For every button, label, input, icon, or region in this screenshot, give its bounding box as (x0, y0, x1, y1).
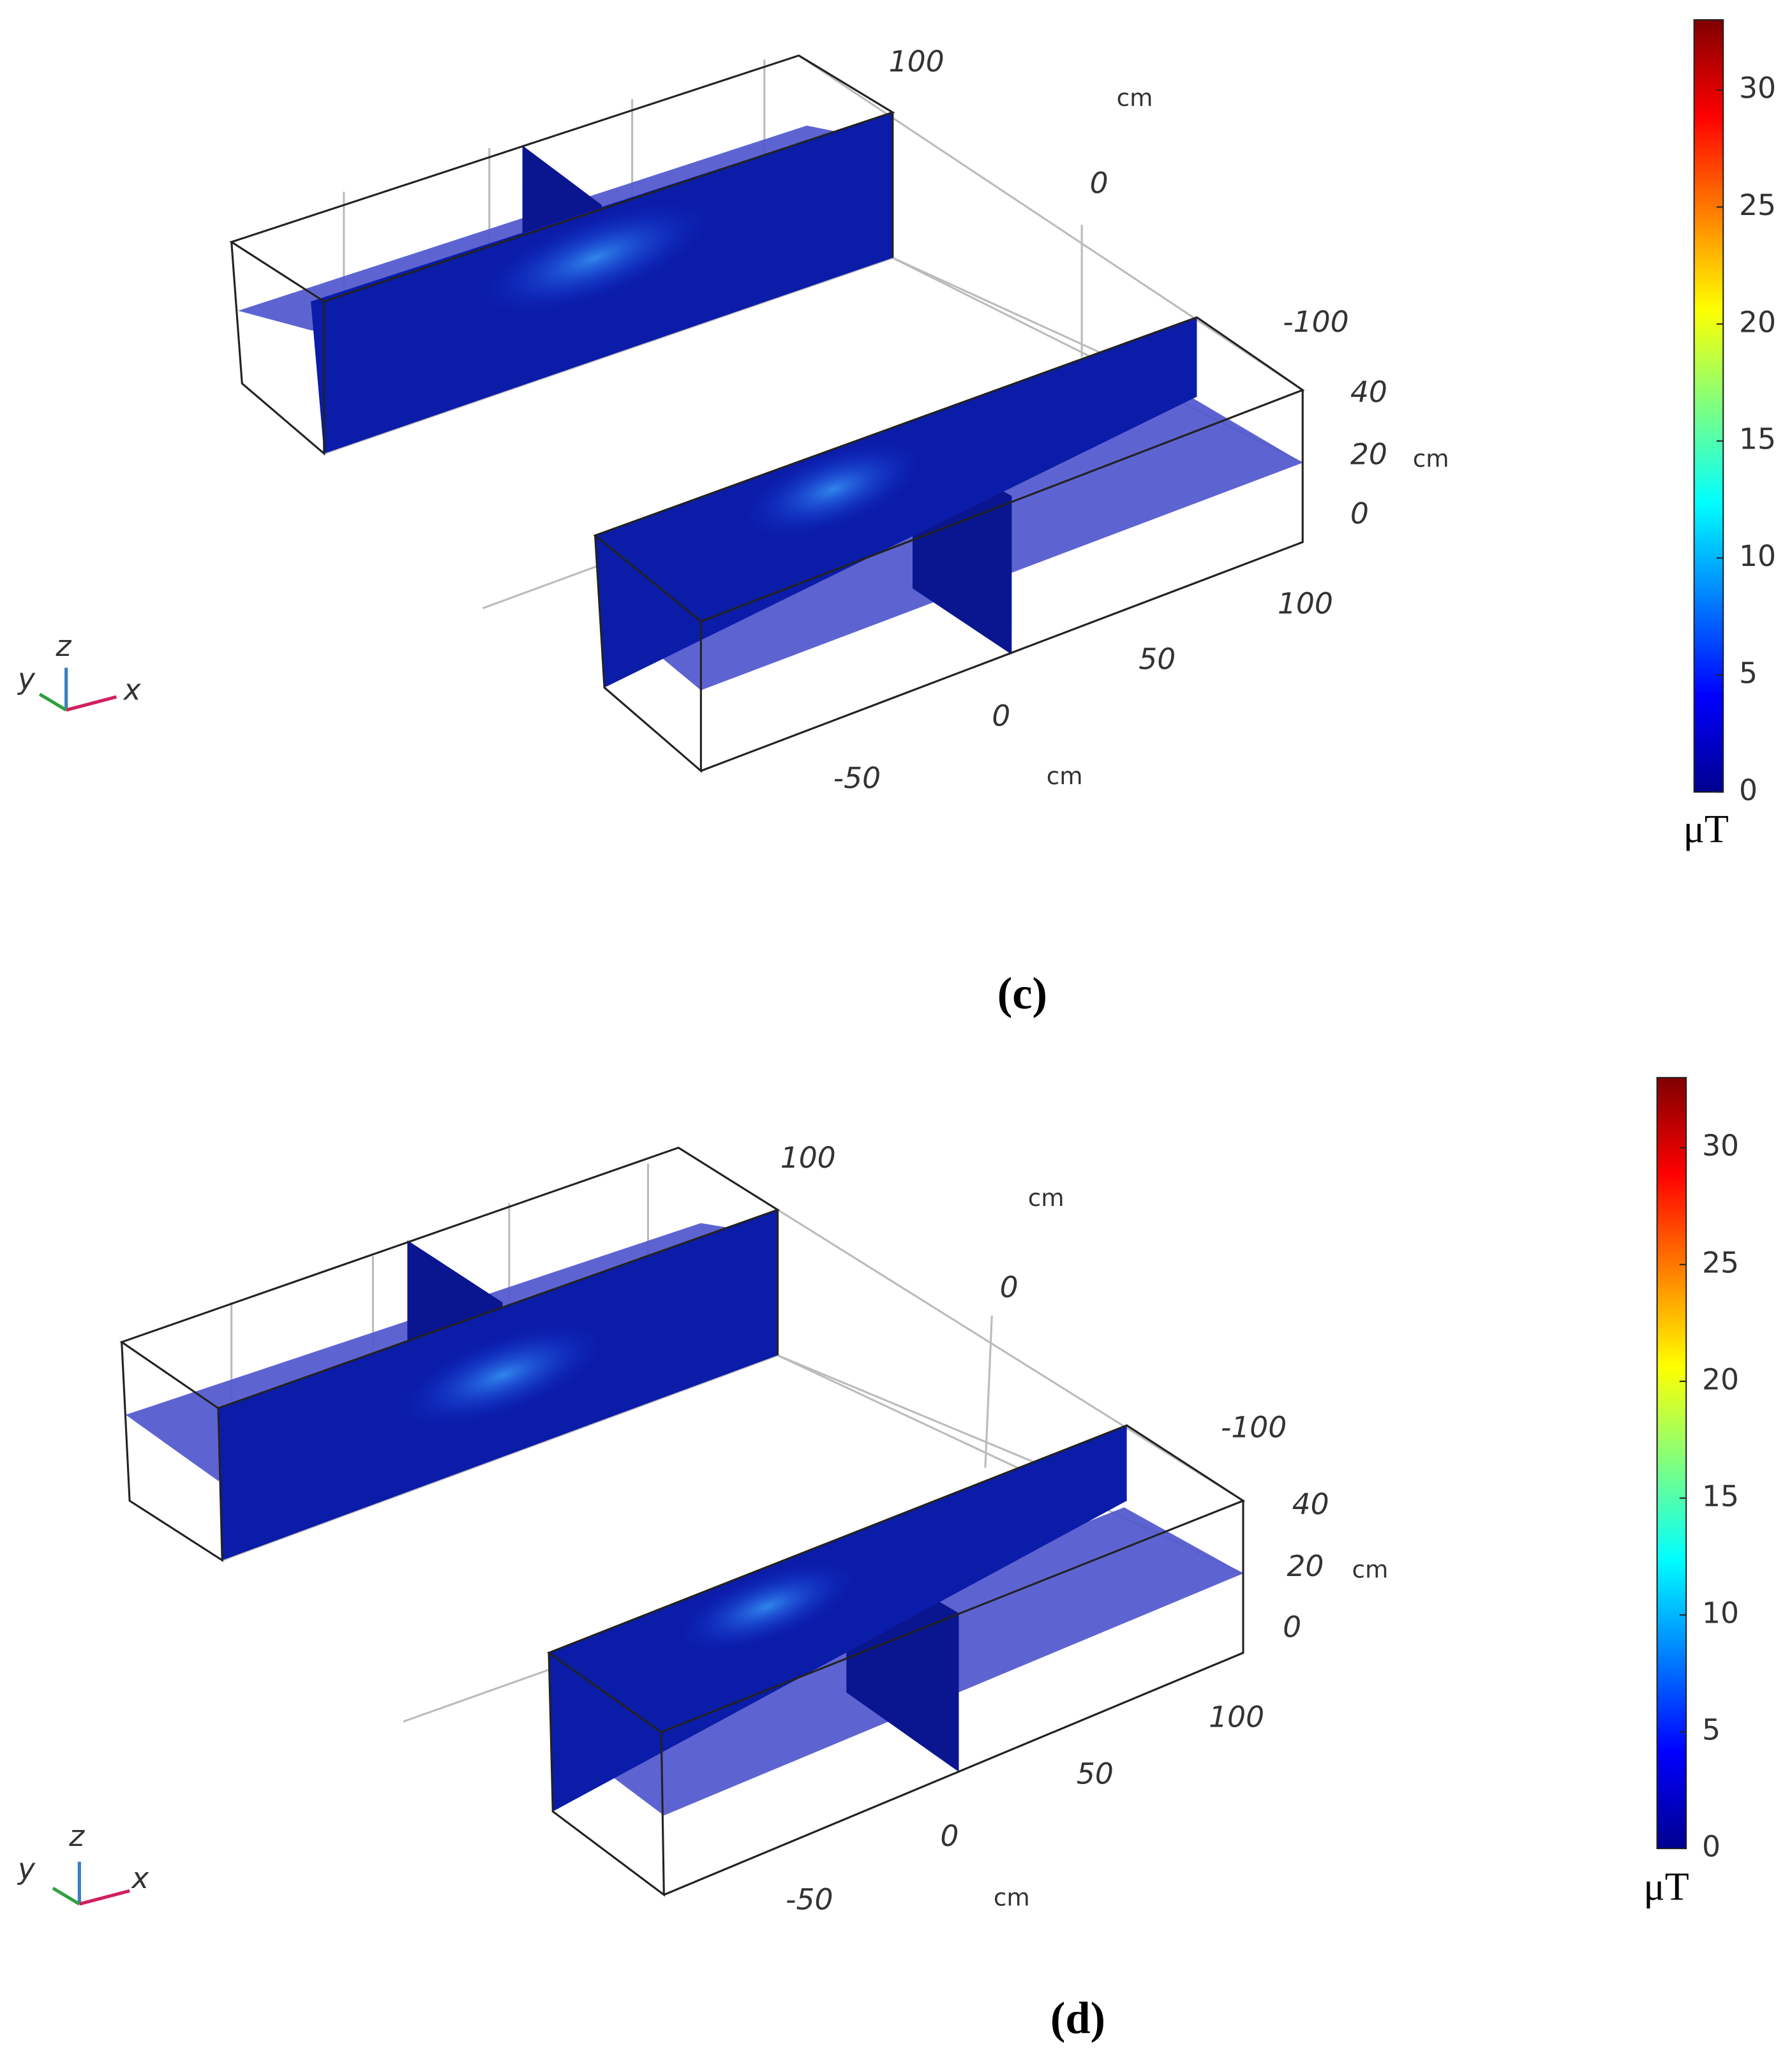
z-axis-unit: cm (1352, 1555, 1388, 1583)
colorbar-tick-label: 25 (1702, 1246, 1739, 1279)
triad-label: x (123, 673, 142, 706)
box-edge (121, 1342, 223, 1563)
y-tick-label: 100 (780, 1141, 836, 1175)
box-edge (594, 535, 702, 773)
colorbar-tick-label: 25 (1739, 188, 1776, 222)
colorbar-tick-label: 0 (1702, 1830, 1721, 1864)
triad-label: z (68, 1819, 85, 1853)
colorbar-tick-label: 15 (1739, 422, 1776, 456)
colorbar (1693, 19, 1724, 793)
x-tick-label: -50 (833, 761, 881, 795)
x-tick-label: -50 (786, 1882, 833, 1916)
box-edge (700, 390, 1304, 772)
box-edge (663, 1501, 1244, 1896)
box-edge (548, 1653, 665, 1897)
colorbar-tick-label: 30 (1702, 1129, 1739, 1163)
z-tick-label: 40 (1292, 1487, 1329, 1521)
z-tick-label: 40 (1350, 375, 1387, 409)
z-tick-label: 20 (1287, 1549, 1324, 1583)
z-tick-label: 20 (1350, 437, 1387, 471)
x-tick-label: 100 (1209, 1700, 1264, 1734)
x-axis-unit: cm (1047, 762, 1083, 790)
panel-label: (c) (997, 969, 1047, 1019)
box-edge (230, 242, 325, 456)
triad-label: y (17, 1852, 36, 1886)
colorbar (1656, 1076, 1687, 1850)
panel: 100 0 -100 cm 40 20 0 cm 100 50 0 -50 cm yz x 0 5 10 15 20 2… (17, 19, 1776, 1019)
colorbar-unit: μT (1684, 808, 1729, 851)
colorbar-tick-label: 5 (1702, 1713, 1721, 1746)
slice-plane (595, 317, 1197, 688)
z-axis-unit: cm (1413, 445, 1449, 473)
x-tick-label: 50 (1077, 1757, 1114, 1791)
colorbar-tick-label: 10 (1702, 1596, 1739, 1630)
triad-axis (38, 692, 67, 712)
field-hotspot (402, 1325, 603, 1425)
panel-label: (d) (1050, 1994, 1105, 2044)
z-tick-label: 0 (1283, 1611, 1301, 1644)
colorbar-tick-label: 0 (1739, 773, 1758, 807)
y-tick-label: -100 (1283, 305, 1348, 339)
z-tick-label: 0 (1350, 497, 1369, 531)
grid-line (984, 1315, 993, 1468)
y-axis-unit: cm (1117, 84, 1153, 112)
colorbar-unit: μT (1643, 1866, 1689, 1909)
slice-plane (549, 1425, 1127, 1811)
colorbar-tick-label: 5 (1739, 656, 1758, 690)
colorbar-tick-label: 20 (1702, 1362, 1739, 1396)
panel: 100 0 -100 cm 40 20 0 cm 100 50 0 -50 cm yz x 0 5 10 15 20 2… (17, 1076, 1739, 2044)
field-hotspot (745, 442, 922, 537)
triad-axis (66, 695, 117, 712)
y-tick-label: -100 (1221, 1411, 1287, 1445)
triad-label: y (17, 662, 36, 696)
triad-axis (78, 1889, 130, 1906)
colorbar-tick-label: 30 (1739, 71, 1776, 105)
x-tick-label: 0 (940, 1819, 959, 1853)
y-tick-label: 100 (889, 45, 945, 78)
triad-label: x (130, 1861, 149, 1895)
x-axis-unit: cm (994, 1883, 1030, 1911)
field-hotspot (482, 202, 708, 313)
colorbar-tick-label: 15 (1702, 1479, 1739, 1513)
y-tick-label: 0 (1000, 1270, 1019, 1304)
x-tick-label: 50 (1139, 643, 1176, 676)
y-axis-unit: cm (1028, 1184, 1064, 1212)
field-hotspot (679, 1562, 855, 1651)
x-tick-label: 100 (1278, 587, 1333, 621)
grid-line (798, 54, 1304, 391)
triad-label: z (56, 629, 72, 663)
colorbar-tick-label: 10 (1739, 539, 1776, 573)
colorbar-tick-label: 20 (1739, 305, 1776, 339)
x-tick-label: 0 (992, 699, 1010, 733)
triad-axis (52, 1886, 80, 1906)
y-tick-label: 0 (1090, 167, 1109, 200)
